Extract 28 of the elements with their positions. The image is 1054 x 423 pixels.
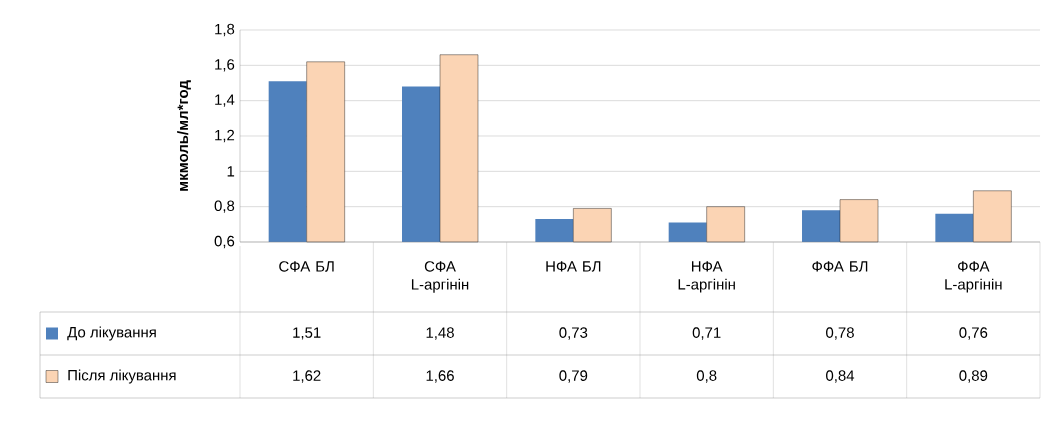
x-tick-label: СФА БЛ — [279, 261, 334, 272]
x-tick-label: НФА БЛ — [546, 261, 601, 272]
legend-label: Після лікування — [68, 369, 176, 384]
data-label: 0,89 — [959, 370, 988, 383]
y-tick-label: 1,2 — [215, 129, 235, 143]
x-tick-label: НФА L-аргінін — [678, 261, 735, 293]
data-label: 1,51 — [293, 327, 321, 340]
data-label: 0,73 — [559, 327, 588, 340]
y-axis-title: мкмоль/мл*год — [177, 80, 191, 191]
data-label: 0,76 — [959, 327, 988, 340]
y-tick-label: 1,6 — [215, 59, 235, 72]
y-tick-label: 1,4 — [215, 94, 235, 107]
data-label: 0,8 — [696, 370, 717, 383]
x-tick-label: ФФА БЛ — [812, 261, 868, 272]
y-tick-label: 0,6 — [214, 235, 235, 249]
x-tick-label: СФА L-аргінін — [411, 261, 469, 293]
x-tick-label: ФФА L-аргінін — [945, 261, 1002, 293]
data-label: 0,71 — [692, 327, 721, 340]
data-label: 0,84 — [826, 370, 855, 383]
data-label: 1,66 — [426, 370, 454, 383]
legend-label: До лікування — [67, 326, 156, 341]
data-label: 1,48 — [426, 327, 454, 340]
data-label: 1,62 — [293, 370, 321, 383]
data-label: 0,79 — [559, 370, 588, 383]
y-tick-label: 1 — [227, 166, 235, 177]
data-label: 0,78 — [826, 327, 854, 340]
y-tick-label: 0,8 — [214, 200, 235, 213]
y-tick-label: 1,8 — [215, 23, 235, 37]
